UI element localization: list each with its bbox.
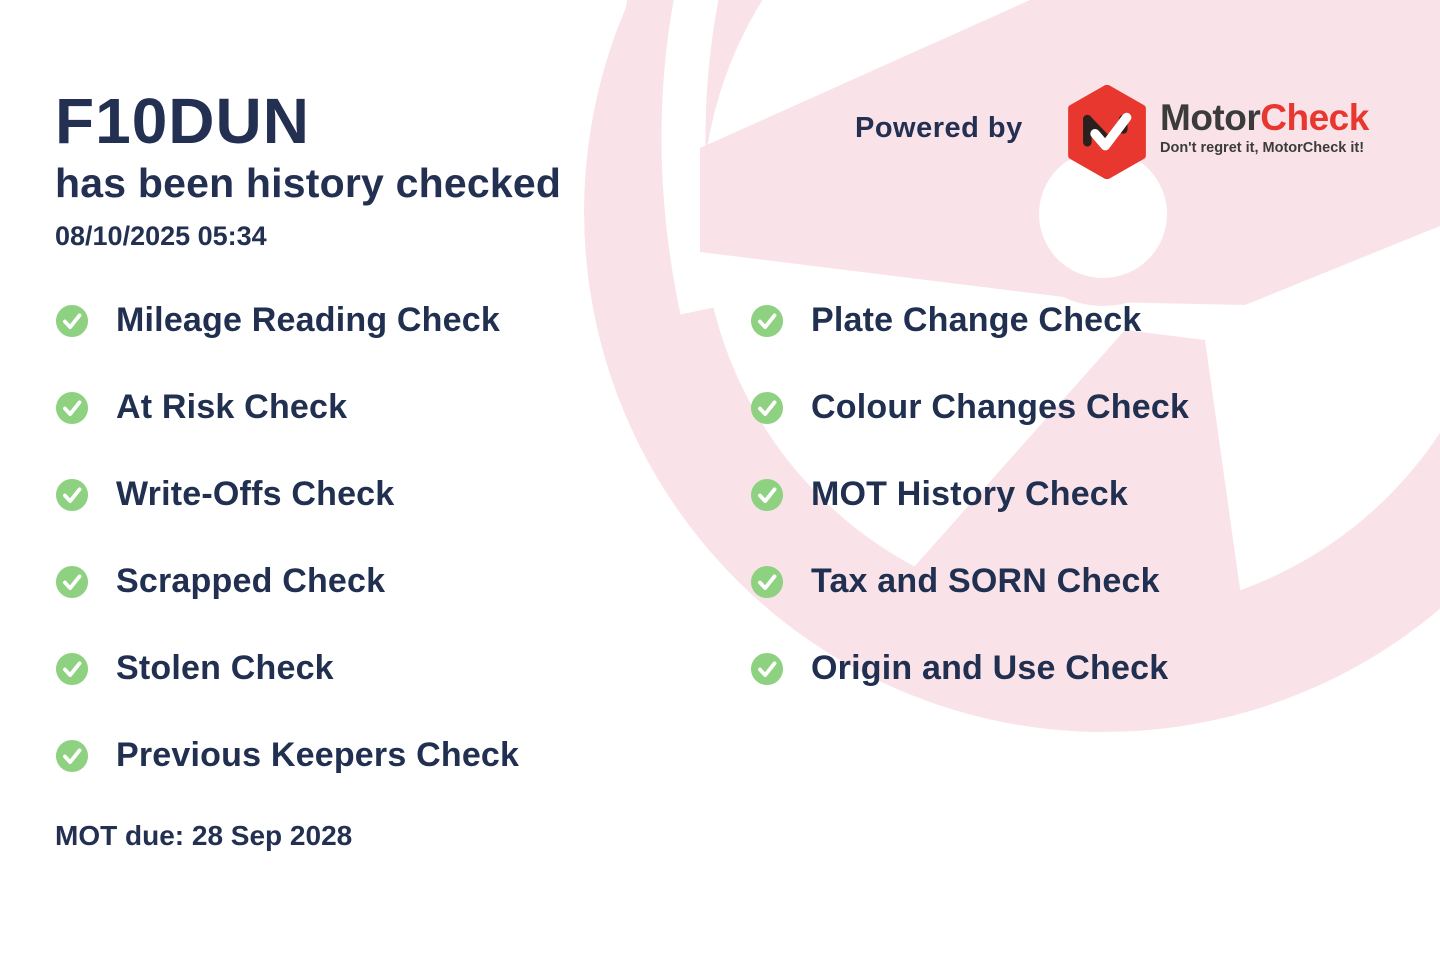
check-list-item: Mileage Reading Check: [55, 277, 519, 364]
check-list-left: Mileage Reading Check At Risk Check Writ…: [55, 277, 519, 799]
check-list-item: Origin and Use Check: [750, 625, 1189, 712]
check-circle-icon: [55, 565, 89, 598]
check-circle-icon: [750, 478, 784, 511]
check-item-label: Tax and SORN Check: [811, 562, 1160, 600]
check-item-label: Previous Keepers Check: [116, 736, 520, 774]
check-item-label: Stolen Check: [116, 649, 334, 687]
brand-name-check: Check: [1260, 97, 1369, 138]
brand-name: MotorCheck: [1160, 99, 1369, 136]
check-list-item: MOT History Check: [750, 451, 1189, 538]
check-circle-icon: [55, 652, 89, 685]
check-item-label: Mileage Reading Check: [116, 301, 500, 339]
check-item-label: Write-Offs Check: [116, 475, 395, 513]
check-circle-icon: [55, 304, 89, 337]
brand-tagline: Don't regret it, MotorCheck it!: [1160, 140, 1365, 156]
check-item-label: Origin and Use Check: [811, 649, 1169, 687]
history-checked-subtitle: has been history checked: [55, 160, 562, 206]
check-circle-icon: [750, 304, 784, 337]
brand-name-motor: Motor: [1160, 97, 1261, 138]
check-circle-icon: [750, 652, 784, 685]
powered-by-label: Powered by: [855, 112, 1023, 144]
check-list-item: Previous Keepers Check: [55, 712, 519, 799]
mot-due-label: MOT due: 28 Sep 2028: [55, 820, 353, 851]
check-timestamp: 08/10/2025 05:34: [55, 221, 267, 251]
vehicle-registration-title: F10DUN: [55, 85, 310, 157]
check-list-item: Scrapped Check: [55, 538, 519, 625]
brand-block: MotorCheck Don't regret it, MotorCheck i…: [1160, 99, 1369, 156]
check-list-right: Plate Change Check Colour Changes Check …: [750, 277, 1189, 712]
check-circle-icon: [750, 565, 784, 598]
check-circle-icon: [55, 478, 89, 511]
check-list-item: Colour Changes Check: [750, 364, 1189, 451]
check-item-label: At Risk Check: [116, 388, 348, 426]
check-list-item: Stolen Check: [55, 625, 519, 712]
check-circle-icon: [750, 391, 784, 424]
motorcheck-hexagon-m-check-icon: [1068, 85, 1146, 179]
check-list-item: At Risk Check: [55, 364, 519, 451]
check-list-item: Tax and SORN Check: [750, 538, 1189, 625]
check-list-item: Plate Change Check: [750, 277, 1189, 364]
check-item-label: Colour Changes Check: [811, 388, 1190, 426]
check-item-label: MOT History Check: [811, 475, 1129, 513]
check-circle-icon: [55, 739, 89, 772]
check-item-label: Plate Change Check: [811, 301, 1142, 339]
check-item-label: Scrapped Check: [116, 562, 386, 600]
check-list-item: Write-Offs Check: [55, 451, 519, 538]
check-circle-icon: [55, 391, 89, 424]
